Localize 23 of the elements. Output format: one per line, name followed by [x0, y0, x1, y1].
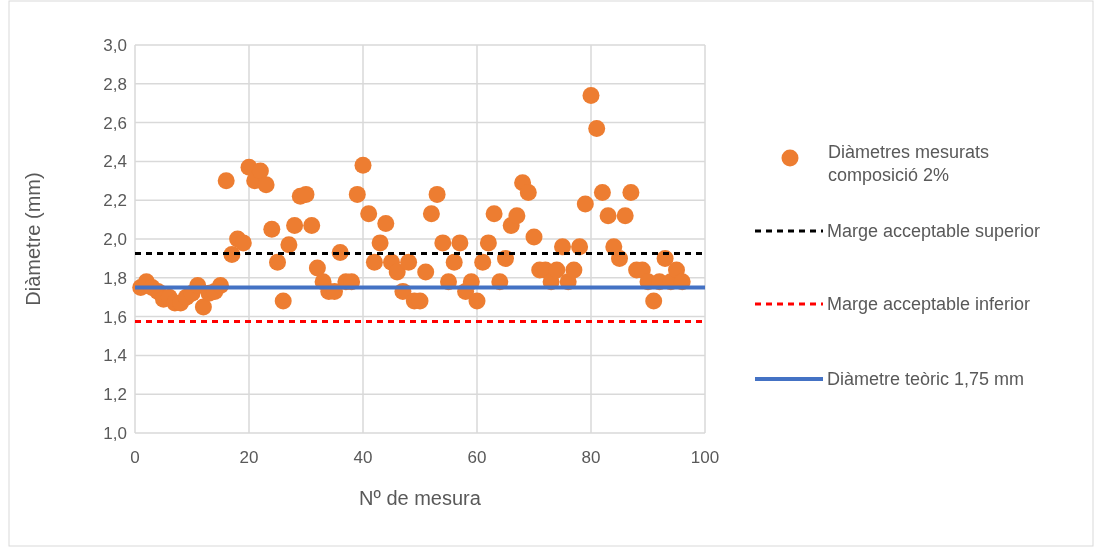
y-tick-label: 3,0: [103, 35, 127, 55]
y-tick-label: 2,2: [103, 191, 127, 211]
legend-label: Marge acceptable superior: [827, 221, 1041, 242]
x-tick-label: 60: [467, 448, 487, 467]
y-tick-label: 2,8: [103, 74, 127, 94]
x-axis-title: Nº de mesura: [359, 487, 482, 509]
y-tick-label: 2,6: [103, 113, 127, 133]
x-tick-label: 40: [353, 448, 373, 467]
legend-label: Diàmetre teòric 1,75 mm: [827, 369, 1025, 390]
y-tick-label: 1,4: [103, 346, 127, 366]
y-axis-title: Diàmetre (mm): [22, 172, 44, 306]
y-tick-label: 1,6: [103, 307, 127, 327]
y-tick-label: 1,8: [103, 268, 127, 288]
x-tick-label: 20: [239, 448, 259, 467]
y-tick-label: 2,0: [103, 229, 127, 249]
y-tick-label: 1,2: [103, 385, 127, 405]
x-tick-label: 0: [130, 448, 140, 467]
x-tick-label: 80: [581, 448, 601, 467]
legend-label: Diàmetres mesurats composició 2%: [828, 142, 990, 186]
x-tick-label: 100: [690, 448, 720, 467]
legend-label: Marge acceptable inferior: [827, 294, 1031, 315]
y-tick-label: 1,0: [103, 423, 127, 443]
y-tick-label: 2,4: [103, 152, 127, 172]
